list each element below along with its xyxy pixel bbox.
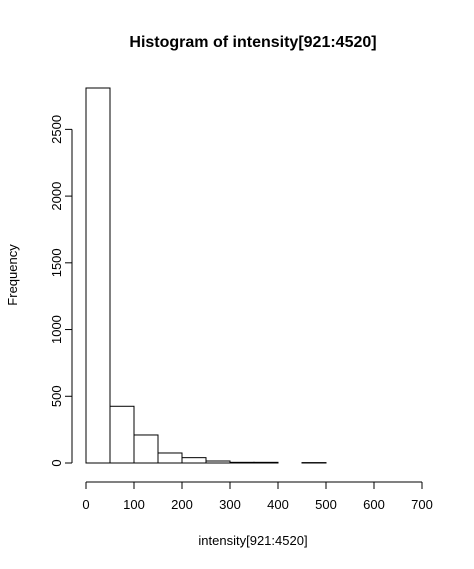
x-tick-label: 0 xyxy=(82,497,89,512)
y-axis: 0 500 1000 1500 2000 2500 xyxy=(49,115,73,467)
histogram-bar xyxy=(133,434,159,464)
x-tick-label: 400 xyxy=(267,497,289,512)
histogram-bar xyxy=(109,405,135,464)
y-tick-label: 1000 xyxy=(49,315,64,344)
x-axis: 0 100 200 300 400 500 600 700 xyxy=(82,481,433,512)
x-axis-label: intensity[921:4520] xyxy=(198,533,307,548)
histogram-bar xyxy=(85,87,111,464)
y-axis-label: Frequency xyxy=(5,244,20,306)
y-tick-label: 2000 xyxy=(49,182,64,211)
x-tick-label: 200 xyxy=(171,497,193,512)
histogram-bar xyxy=(253,461,279,464)
x-tick-label: 700 xyxy=(411,497,433,512)
x-tick-label: 600 xyxy=(363,497,385,512)
y-tick-label: 500 xyxy=(49,385,64,407)
histogram-bar xyxy=(205,460,231,464)
histogram-bar xyxy=(157,452,183,464)
histogram-bars xyxy=(85,87,327,464)
x-tick-label: 100 xyxy=(123,497,145,512)
histogram-bar xyxy=(181,457,207,464)
histogram-bar xyxy=(229,461,255,464)
x-tick-label: 500 xyxy=(315,497,337,512)
y-tick-label: 2500 xyxy=(49,115,64,144)
chart-title: Histogram of intensity[921:4520] xyxy=(129,34,376,51)
y-tick-label: 0 xyxy=(49,459,64,466)
y-tick-label: 1500 xyxy=(49,248,64,277)
x-tick-label: 300 xyxy=(219,497,241,512)
